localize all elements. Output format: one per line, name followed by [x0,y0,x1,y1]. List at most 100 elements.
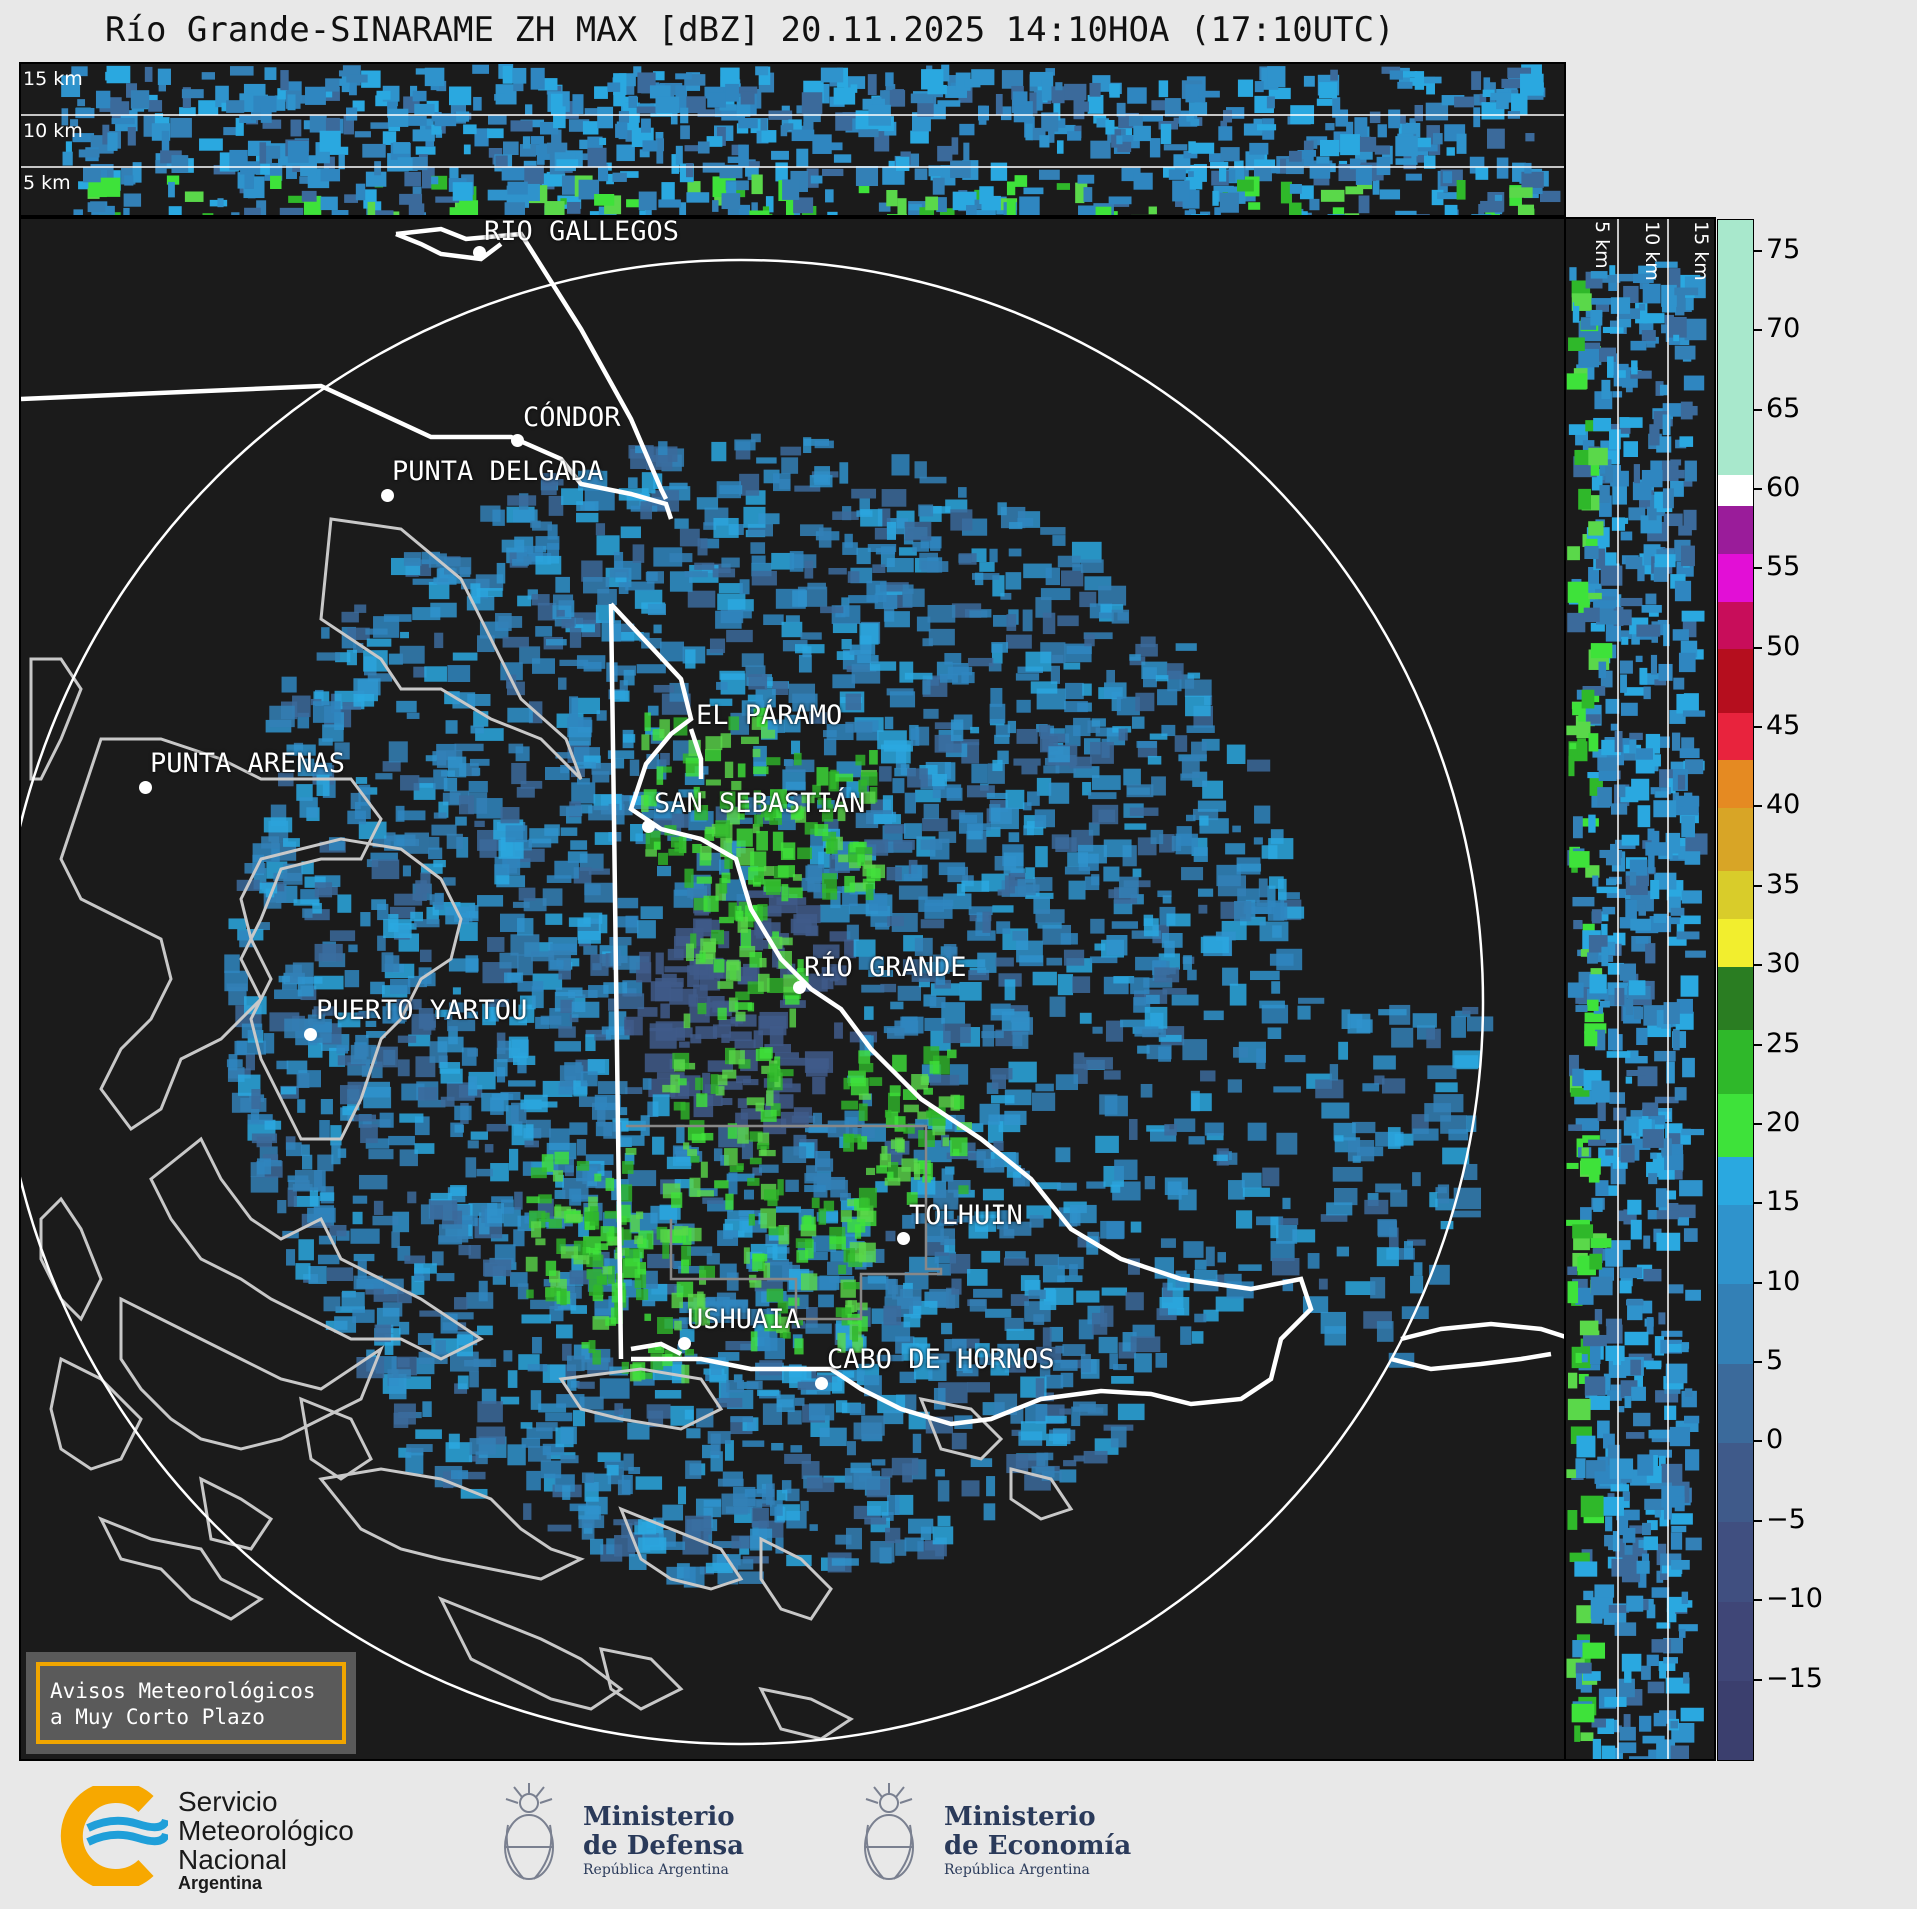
colorbar-tick [1754,1678,1762,1681]
colorbar-segment [1718,1093,1753,1158]
side-altitude-label-15km: 15 km [1690,221,1712,281]
notice-line-2: a Muy Corto Plazo [50,1705,265,1729]
colorbar-tick [1754,884,1762,887]
colorbar-tick-label: 75 [1766,233,1801,265]
top-cross-section-panel: 15 km 10 km 5 km [19,62,1566,217]
coastline-outlines [29,517,1074,1741]
smn-logo-icon [60,1786,168,1886]
city-label-ushuaia: USHUAIA [687,1304,801,1335]
colorbar-tick [1754,1202,1762,1205]
smn-logo-line2: Meteorológico [178,1815,354,1846]
city-label-cabo-de-hornos: CABO DE HORNOS [827,1344,1055,1375]
colorbar-segment [1718,648,1753,713]
colorbar-tick-label: 40 [1766,789,1801,821]
colorbar-segment [1718,1283,1753,1364]
colorbar-segment [1718,1680,1753,1761]
city-label-san-sebastian: SAN SEBASTIÁN [654,788,866,819]
city-dot-tolhuin [897,1232,910,1245]
colorbar-segment [1718,1601,1753,1682]
defensa-logo-line3: República Argentina [583,1862,729,1878]
colorbar-tick [1754,805,1762,808]
colorbar-segment [1718,1204,1753,1285]
colorbar-tick-label: 25 [1766,1027,1801,1059]
colorbar-tick-label: −15 [1766,1662,1823,1694]
colorbar-tick-label: −5 [1766,1503,1806,1535]
colorbar-tick-label: 35 [1766,868,1801,900]
colorbar-segment [1718,601,1753,650]
colorbar-tick [1754,726,1762,729]
city-dot-rio-grande [793,981,806,994]
colorbar-tick [1754,567,1762,570]
city-label-el-paramo: EL PÁRAMO [696,700,843,731]
colorbar-segment [1718,1156,1753,1205]
top-altitude-label-5km: 5 km [23,172,71,194]
colorbar-tick [1754,1440,1762,1443]
top-cross-section-echoes [21,64,1564,215]
colorbar-tick-label: 20 [1766,1106,1801,1138]
radar-map-panel[interactable]: RÍO GALLEGOS CÓNDOR PUNTA DELGADA EL PÁR… [19,217,1566,1761]
colorbar-segment [1718,553,1753,602]
colorbar-tick [1754,1043,1762,1046]
city-label-condor: CÓNDOR [523,402,621,433]
colorbar-tick [1754,964,1762,967]
side-altitude-label-10km: 10 km [1641,221,1663,281]
colorbar-tick-label: 70 [1766,313,1801,345]
city-dot-ushuaia [678,1337,691,1350]
city-label-tolhuin: TOLHUIN [909,1200,1023,1231]
city-dot-punta-arenas [139,781,152,794]
colorbar-tick-label: −10 [1766,1583,1823,1615]
smn-logo-line4: Argentina [178,1873,263,1893]
national-borders [21,226,1564,1427]
colorbar-segment [1718,1442,1753,1523]
colorbar-tick-label: 60 [1766,471,1801,503]
colorbar-tick-label: 45 [1766,710,1801,742]
colorbar-tick [1754,329,1762,332]
colorbar-segment [1718,870,1753,920]
city-label-punta-arenas: PUNTA ARENAS [150,748,346,779]
colorbar-tick-label: 55 [1766,551,1801,583]
top-altitude-label-15km: 15 km [23,68,83,90]
map-title: Río Grande-SINARAME ZH MAX [dBZ] 20.11.2… [105,10,1395,50]
colorbar-tick [1754,408,1762,411]
colorbar-tick [1754,1519,1762,1522]
city-label-punta-delgada: PUNTA DELGADA [392,456,604,487]
city-label-rio-grande: RÍO GRANDE [804,952,967,983]
colorbar-tick-label: 5 [1766,1345,1784,1377]
defensa-logo-line2: de Defensa [583,1831,744,1861]
colorbar-segment [1718,918,1753,967]
city-label-puerto-yartou: PUERTO YARTOU [316,995,528,1026]
radar-map-canvas [21,226,1564,1746]
colorbar-tick [1754,646,1762,649]
colorbar-tick [1754,1281,1762,1284]
short-term-warnings-box: Avisos Meteorológicos a Muy Corto Plazo [26,1652,356,1754]
colorbar-segment [1718,966,1753,1031]
reflectivity-colorbar [1717,219,1754,1761]
city-dot-condor [511,434,524,447]
colorbar-tick-label: 15 [1766,1186,1801,1218]
top-altitude-label-10km: 10 km [23,120,83,142]
colorbar-tick [1754,487,1762,490]
economia-logo-line1: Ministerio [944,1802,1096,1832]
colorbar-segment [1718,220,1753,475]
side-cross-section-echoes [1566,219,1708,1759]
city-dot-punta-delgada [381,489,394,502]
notice-line-1: Avisos Meteorológicos [50,1679,316,1703]
economia-coat-of-arms-icon [864,1783,914,1880]
city-dot-puerto-yartou [304,1028,317,1041]
colorbar-segment [1718,712,1753,761]
province-border [626,1124,943,1321]
defensa-coat-of-arms-icon [504,1783,554,1880]
defensa-logo-line1: Ministerio [583,1802,735,1832]
colorbar-segment [1718,1363,1753,1443]
smn-logo-line3: Nacional [178,1844,287,1875]
colorbar-tick-label: 30 [1766,948,1801,980]
city-label-rio-gallegos: RÍO GALLEGOS [484,217,680,247]
colorbar-tick-label: 65 [1766,392,1801,424]
colorbar-segment [1718,1029,1753,1094]
colorbar-segment [1718,1521,1753,1602]
colorbar-segment [1718,759,1753,808]
economia-logo-line2: de Economía [944,1831,1132,1861]
colorbar-tick-label: 0 [1766,1424,1784,1456]
colorbar-tick [1754,1122,1762,1125]
colorbar-tick [1754,1361,1762,1364]
